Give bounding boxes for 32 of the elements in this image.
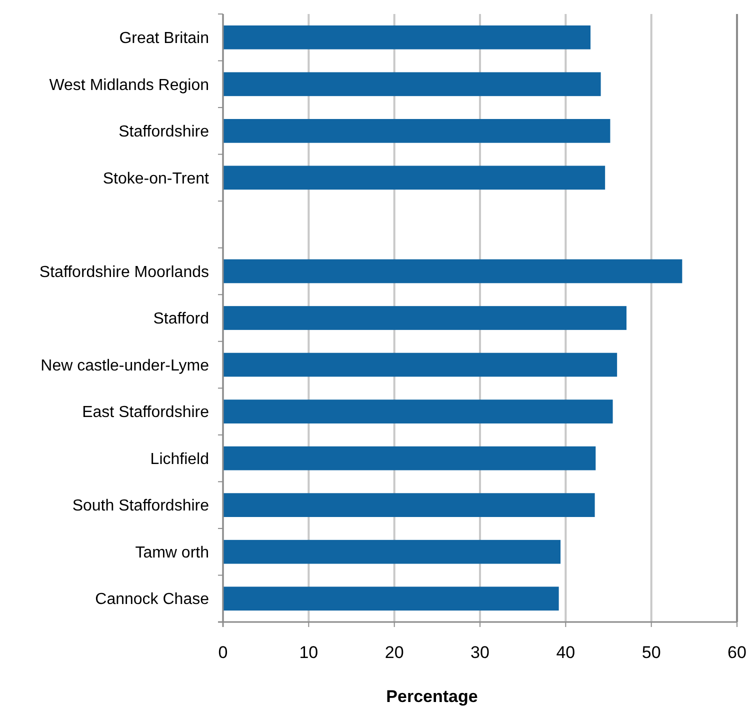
x-tick-label: 40: [556, 643, 576, 662]
x-tick-label: 60: [728, 643, 746, 662]
y-tick-label: East Staffordshire: [82, 404, 210, 422]
bar: [223, 446, 596, 470]
bar: [223, 166, 606, 190]
bar: [223, 259, 682, 284]
bar: [223, 118, 610, 143]
y-tick-label: Staffordshire Moorlands: [39, 264, 209, 281]
x-tick-label: 50: [642, 643, 661, 662]
x-tick-label: 30: [470, 643, 490, 662]
bar: [223, 540, 561, 564]
x-tick-label: 10: [299, 643, 318, 662]
bar: [223, 400, 613, 424]
y-tick-label: New castle-under-Lyme: [40, 357, 210, 374]
y-tick-label: Stoke-on-Trent: [102, 170, 210, 188]
y-tick-label: South Staffordshire: [72, 498, 210, 515]
y-tick-label: Staffordshire: [118, 124, 210, 141]
bar: [223, 306, 626, 330]
y-tick-label: West Midlands Region: [49, 76, 209, 94]
x-tick-label: 20: [384, 643, 404, 662]
x-axis-title: Percentage: [386, 687, 478, 706]
y-tick-label: Tamw orth: [135, 544, 209, 562]
y-tick-label: Lichfield: [150, 450, 209, 468]
x-tick-label: 0: [218, 643, 228, 662]
bar: [223, 25, 591, 50]
y-tick-label: Great Britain: [119, 30, 209, 47]
y-tick-label: Stafford: [153, 310, 209, 328]
bar: [223, 352, 618, 377]
bar: [223, 72, 601, 96]
y-tick-label: Cannock Chase: [95, 591, 210, 608]
bar: [223, 493, 595, 518]
bar: [223, 586, 559, 611]
